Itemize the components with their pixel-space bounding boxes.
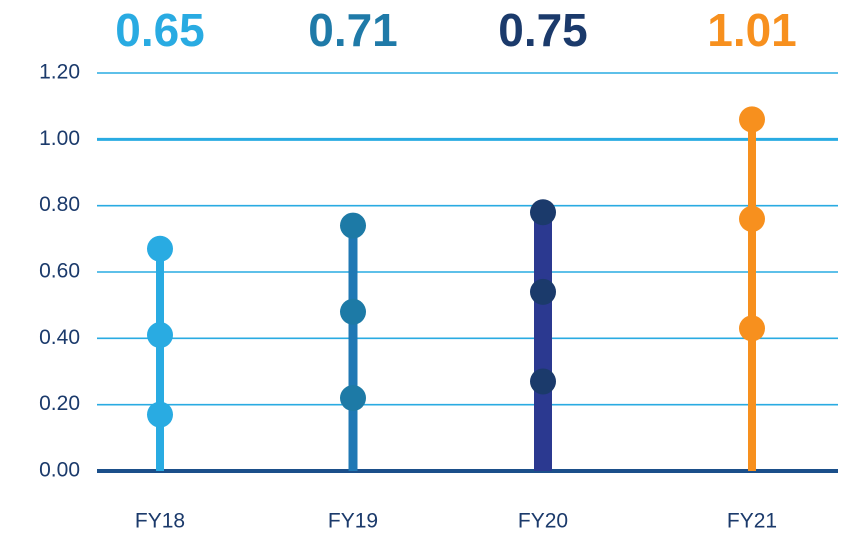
dot <box>739 106 765 133</box>
x-tick-label: FY21 <box>727 510 777 533</box>
y-tick-label: 0.80 <box>39 193 80 216</box>
x-tick-label: FY18 <box>135 510 185 533</box>
dot <box>340 385 366 412</box>
total-label: 0.65 <box>115 4 205 56</box>
y-tick-label: 0.00 <box>39 459 80 482</box>
y-tick-label: 0.20 <box>39 392 80 415</box>
dot <box>147 401 173 428</box>
total-label: 0.71 <box>308 4 398 56</box>
dot <box>147 322 173 349</box>
dot <box>530 278 556 305</box>
dot <box>340 212 366 239</box>
x-tick-label: FY19 <box>328 510 378 533</box>
dot <box>530 368 556 395</box>
x-tick-label: FY20 <box>518 510 568 533</box>
dot <box>739 205 765 232</box>
y-tick-label: 1.20 <box>39 61 80 84</box>
total-label: 0.75 <box>498 4 588 56</box>
y-tick-label: 0.60 <box>39 260 80 283</box>
y-tick-label: 1.00 <box>39 127 80 150</box>
dot <box>530 199 556 226</box>
dot <box>147 235 173 262</box>
dot <box>340 298 366 325</box>
total-label: 1.01 <box>707 4 797 56</box>
dot <box>739 315 765 342</box>
y-tick-label: 0.40 <box>39 326 80 349</box>
